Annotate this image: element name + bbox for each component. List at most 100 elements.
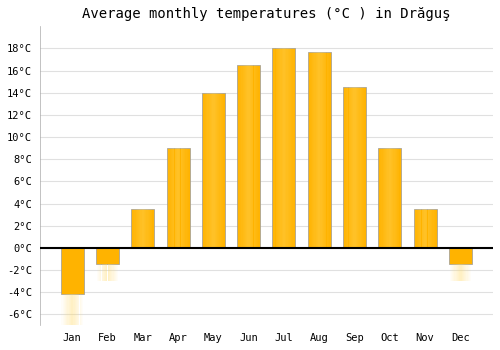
Bar: [286, 48, 288, 248]
Bar: [320, 52, 322, 248]
Bar: [166, 148, 190, 248]
Bar: [210, 93, 211, 248]
Bar: [462, 265, 463, 281]
Bar: [256, 65, 257, 248]
Bar: [237, 65, 260, 248]
Bar: [289, 48, 290, 248]
Bar: [118, 265, 120, 281]
Bar: [322, 52, 323, 248]
Bar: [220, 93, 222, 248]
Bar: [60, 294, 62, 341]
Bar: [148, 209, 149, 248]
Bar: [76, 294, 77, 341]
Bar: [239, 65, 240, 248]
Bar: [308, 52, 330, 248]
Bar: [110, 265, 111, 281]
Bar: [378, 148, 379, 248]
Bar: [420, 209, 422, 248]
Bar: [311, 52, 312, 248]
Bar: [310, 52, 311, 248]
Bar: [453, 265, 454, 281]
Bar: [379, 148, 380, 248]
Bar: [466, 265, 468, 281]
Bar: [380, 148, 382, 248]
Bar: [106, 265, 108, 281]
Bar: [132, 209, 133, 248]
Bar: [308, 52, 310, 248]
Bar: [208, 93, 210, 248]
Bar: [382, 148, 384, 248]
Bar: [184, 148, 186, 248]
Bar: [254, 65, 256, 248]
Bar: [290, 48, 291, 248]
Bar: [202, 93, 203, 248]
Bar: [362, 87, 363, 248]
Bar: [218, 93, 220, 248]
Bar: [180, 148, 182, 248]
Bar: [272, 48, 273, 248]
Bar: [454, 265, 456, 281]
Bar: [328, 52, 329, 248]
Bar: [143, 209, 144, 248]
Bar: [117, 265, 118, 281]
Bar: [469, 265, 470, 281]
Bar: [429, 209, 430, 248]
Bar: [348, 87, 350, 248]
Bar: [435, 209, 436, 248]
Bar: [238, 65, 239, 248]
Bar: [385, 148, 386, 248]
Bar: [251, 65, 252, 248]
Bar: [388, 148, 390, 248]
Bar: [61, 248, 84, 294]
Bar: [424, 209, 425, 248]
Bar: [343, 87, 366, 248]
Bar: [314, 52, 316, 248]
Bar: [277, 48, 278, 248]
Bar: [318, 52, 319, 248]
Bar: [62, 294, 64, 341]
Bar: [138, 209, 139, 248]
Bar: [131, 209, 132, 248]
Bar: [139, 209, 140, 248]
Bar: [344, 87, 345, 248]
Bar: [274, 48, 276, 248]
Bar: [313, 52, 314, 248]
Bar: [66, 294, 68, 341]
Bar: [111, 265, 112, 281]
Bar: [78, 294, 80, 341]
Bar: [168, 148, 170, 248]
Bar: [390, 148, 391, 248]
Bar: [358, 87, 360, 248]
Bar: [448, 265, 450, 281]
Bar: [470, 265, 471, 281]
Bar: [400, 148, 402, 248]
Bar: [186, 148, 188, 248]
Bar: [64, 294, 65, 341]
Title: Average monthly temperatures (°C ) in Drăguş: Average monthly temperatures (°C ) in Dr…: [82, 7, 450, 21]
Bar: [149, 209, 150, 248]
Bar: [236, 65, 238, 248]
Bar: [214, 93, 216, 248]
Bar: [83, 294, 84, 341]
Bar: [206, 93, 208, 248]
Bar: [250, 65, 251, 248]
Bar: [317, 52, 318, 248]
Bar: [350, 87, 351, 248]
Bar: [468, 265, 469, 281]
Bar: [416, 209, 418, 248]
Bar: [68, 294, 70, 341]
Bar: [242, 65, 244, 248]
Bar: [278, 48, 279, 248]
Bar: [294, 48, 295, 248]
Bar: [82, 294, 83, 341]
Bar: [431, 209, 432, 248]
Bar: [463, 265, 464, 281]
Bar: [96, 265, 98, 281]
Bar: [252, 65, 254, 248]
Bar: [74, 294, 76, 341]
Bar: [112, 265, 114, 281]
Bar: [166, 148, 167, 248]
Bar: [432, 209, 434, 248]
Bar: [457, 265, 458, 281]
Bar: [222, 93, 223, 248]
